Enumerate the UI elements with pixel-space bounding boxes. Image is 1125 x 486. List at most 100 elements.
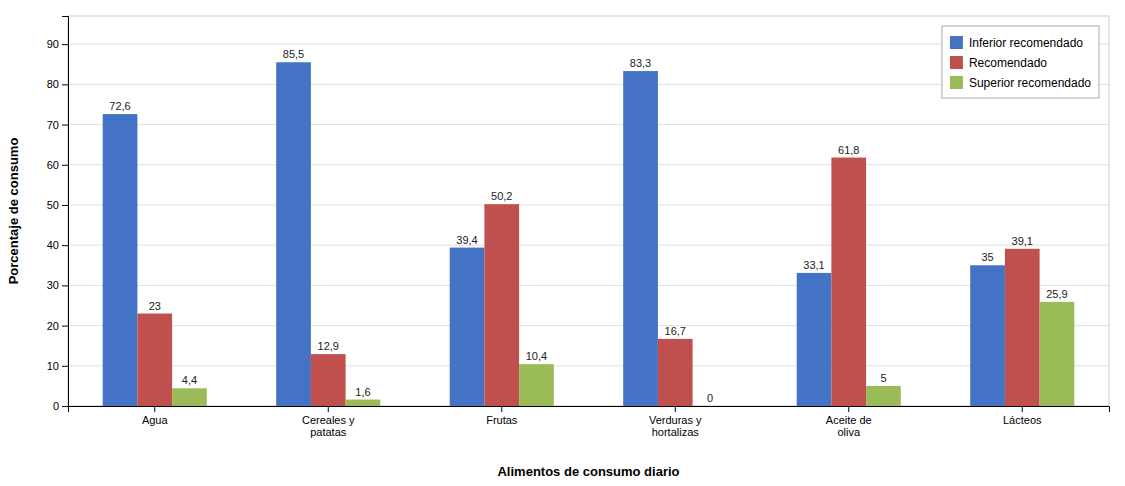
bar <box>658 339 693 406</box>
data-label: 1,6 <box>355 386 370 398</box>
tick-mark <box>62 366 68 367</box>
data-label: 5 <box>880 372 886 384</box>
tick-label-line: Frutas <box>486 414 518 426</box>
tick-label: 70 <box>47 119 59 131</box>
y-axis: 0102030405060708090 <box>47 17 69 413</box>
bar <box>866 386 901 406</box>
tick-label: Agua <box>142 414 169 426</box>
data-label: 12,9 <box>318 340 339 352</box>
tick-label-line: Agua <box>142 414 169 426</box>
legend-label: Inferior recomendado <box>969 36 1083 50</box>
bar <box>623 71 658 406</box>
data-label: 16,7 <box>665 325 686 337</box>
chart-container: 72,685,539,483,333,1352312,950,216,761,8… <box>0 0 1125 486</box>
bar <box>1005 249 1040 406</box>
tick-mark <box>62 406 68 407</box>
bar <box>519 364 554 406</box>
data-label: 10,4 <box>526 350 547 362</box>
grid-line <box>68 325 1109 326</box>
legend-entry: Superior recomendado <box>950 76 1091 90</box>
tick-label: 10 <box>47 360 59 372</box>
tick: 80 <box>47 78 68 90</box>
tick-mark <box>62 125 68 126</box>
tick-mark <box>675 406 676 412</box>
tick-label-line: Lácteos <box>1003 414 1042 426</box>
data-label: 83,3 <box>630 57 651 69</box>
tick-mark <box>62 326 68 327</box>
bar <box>450 248 485 406</box>
bar <box>172 388 207 406</box>
bar-series <box>103 62 1005 406</box>
data-label: 25,9 <box>1046 288 1067 300</box>
tick-label: 20 <box>47 320 59 332</box>
tick-label: Aceite deoliva <box>826 414 872 439</box>
tick: 60 <box>47 159 68 171</box>
tick: 10 <box>47 360 68 372</box>
grid-line <box>68 164 1109 165</box>
tick-label: 30 <box>47 279 59 291</box>
bar <box>970 265 1005 406</box>
tick-mark <box>1022 406 1023 412</box>
legend-box <box>942 26 1099 98</box>
bar-series <box>137 158 1039 406</box>
tick-label-line: Aceite de <box>826 414 872 426</box>
tick-mark <box>62 245 68 246</box>
tick: 50 <box>47 199 68 211</box>
data-label: 85,5 <box>283 48 304 60</box>
axis-domain <box>62 17 69 407</box>
data-label: 39,4 <box>456 234 477 246</box>
bar <box>1040 302 1075 406</box>
data-label: 50,2 <box>491 190 512 202</box>
tick-label: 90 <box>47 38 59 50</box>
bar <box>797 273 832 406</box>
grid-line <box>68 124 1109 125</box>
tick-mark <box>501 406 502 412</box>
legend-label: Recomendado <box>969 56 1047 70</box>
tick-label: Verduras yhortalizas <box>649 414 702 439</box>
tick: 90 <box>47 38 68 50</box>
tick-label-line: patatas <box>310 426 347 438</box>
tick-mark <box>62 44 68 45</box>
tick: 0 <box>53 400 68 412</box>
tick: Verduras yhortalizas <box>649 406 702 438</box>
tick-label: Cereales ypatatas <box>302 414 355 439</box>
bar <box>103 114 138 406</box>
x-axis-title: Alimentos de consumo diario <box>497 464 679 479</box>
tick-mark <box>62 84 68 85</box>
tick-label: Frutas <box>486 414 518 426</box>
bar <box>311 354 346 406</box>
grid-line <box>68 285 1109 286</box>
tick-label-line: hortalizas <box>652 426 700 438</box>
bar <box>831 158 866 406</box>
grid-line <box>68 245 1109 246</box>
legend-entry: Inferior recomendado <box>950 36 1083 50</box>
tick: 30 <box>47 279 68 291</box>
tick-mark <box>154 406 155 412</box>
tick: 20 <box>47 320 68 332</box>
tick-mark <box>62 285 68 286</box>
tick-mark <box>328 406 329 412</box>
grid-line <box>68 204 1109 205</box>
y-axis-title: Porcentaje de consumo <box>6 138 21 285</box>
chart-svg: 72,685,539,483,333,1352312,950,216,761,8… <box>0 0 1125 486</box>
tick-label-line: Cereales y <box>302 414 355 426</box>
x-axis: Agua Cereales ypatatas Frutas Verduras yhor… <box>69 406 1110 438</box>
tick-label: 0 <box>53 400 59 412</box>
data-label: 4,4 <box>182 374 197 386</box>
bar <box>346 400 381 406</box>
plot-frame <box>68 16 1109 406</box>
data-label: 33,1 <box>803 259 824 271</box>
data-labels: 72,685,539,483,333,1352312,950,216,761,8… <box>109 48 1067 404</box>
data-label: 72,6 <box>109 100 130 112</box>
bars <box>103 62 1075 406</box>
axis-domain <box>69 407 1110 413</box>
tick-label: 80 <box>47 78 59 90</box>
bar <box>484 204 519 406</box>
tick-label: 50 <box>47 199 59 211</box>
plot-area: 72,685,539,483,333,1352312,950,216,761,8… <box>47 16 1110 438</box>
legend: Inferior recomendado Recomendado Superior … <box>942 26 1099 98</box>
tick: Lácteos <box>1003 406 1042 426</box>
tick: 70 <box>47 119 68 131</box>
data-label: 0 <box>707 392 713 404</box>
bar <box>276 62 311 406</box>
